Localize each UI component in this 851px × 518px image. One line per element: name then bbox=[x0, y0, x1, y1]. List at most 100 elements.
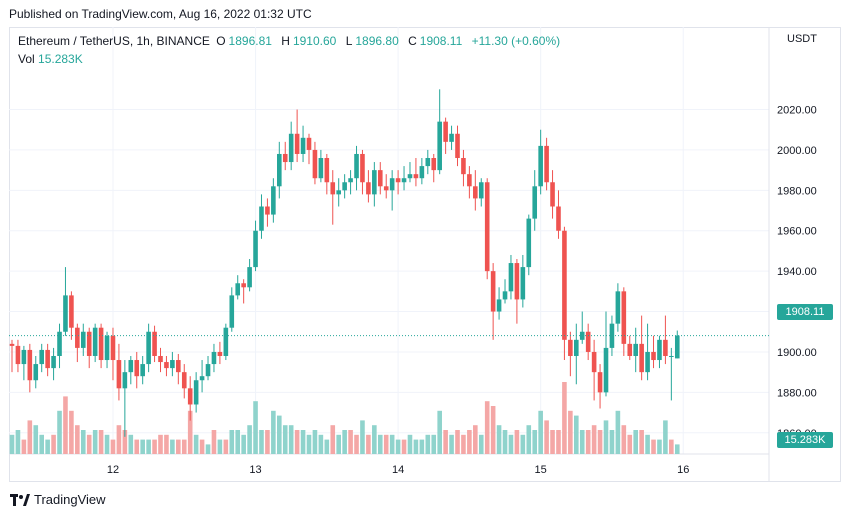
volume-bar bbox=[217, 439, 223, 454]
volume-bar bbox=[223, 439, 229, 454]
candle-body bbox=[490, 271, 496, 312]
volume-bar bbox=[110, 439, 116, 454]
candle-body bbox=[609, 323, 615, 348]
candle-body bbox=[449, 133, 454, 142]
volume-bar bbox=[193, 434, 199, 454]
candle-body bbox=[265, 206, 270, 215]
candle-body bbox=[502, 291, 508, 300]
candle-body bbox=[532, 186, 538, 219]
legend-low: L 1896.80 bbox=[346, 34, 402, 48]
candle-body bbox=[288, 133, 294, 163]
volume-bar bbox=[277, 415, 282, 454]
volume-bar bbox=[532, 430, 538, 454]
candle-body bbox=[377, 170, 383, 187]
legend-symbol[interactable]: Ethereum / TetherUS, 1h, BINANCE bbox=[18, 34, 210, 48]
volume-bar bbox=[80, 430, 86, 454]
candle-body bbox=[110, 335, 116, 361]
candle-body bbox=[98, 327, 104, 361]
volume-bar bbox=[377, 434, 383, 454]
candle-body bbox=[366, 182, 371, 195]
candle-body bbox=[550, 182, 555, 207]
volume-bar bbox=[140, 439, 145, 454]
candle-body bbox=[383, 186, 389, 191]
volume-bar bbox=[449, 434, 454, 454]
volume-bar bbox=[342, 430, 347, 454]
volume-bar bbox=[461, 434, 466, 454]
y-tick-label: 2020.00 bbox=[777, 105, 817, 117]
candle-body bbox=[158, 355, 163, 363]
volume-bar bbox=[431, 434, 437, 454]
volume-bar bbox=[538, 410, 543, 454]
candle-body bbox=[461, 158, 466, 175]
candle-body bbox=[27, 349, 33, 381]
volume-bar bbox=[574, 415, 579, 454]
volume-bar bbox=[15, 430, 21, 454]
volume-bar bbox=[663, 420, 668, 454]
candle-body bbox=[473, 186, 478, 199]
volume-bar bbox=[128, 434, 134, 454]
candle-body bbox=[277, 153, 282, 187]
volume-bar bbox=[75, 425, 80, 454]
volume-bar bbox=[92, 430, 98, 454]
volume-bar bbox=[615, 410, 621, 454]
candle-body bbox=[395, 178, 401, 183]
candle-body bbox=[176, 360, 181, 373]
volume-bar bbox=[205, 444, 211, 454]
candle-body bbox=[134, 360, 140, 377]
candle-body bbox=[45, 349, 50, 369]
candle-body bbox=[104, 335, 110, 361]
volume-bar bbox=[372, 425, 377, 454]
legend-close: C 1908.11 bbox=[408, 34, 465, 48]
candle-body bbox=[170, 360, 175, 369]
legend-change: +11.30 (+0.60%) bbox=[471, 34, 561, 48]
volume-bar bbox=[86, 434, 92, 454]
candle-body bbox=[294, 133, 300, 154]
volume-bar bbox=[116, 425, 122, 454]
currency-label: USDT bbox=[787, 33, 817, 45]
volume-bar bbox=[265, 430, 270, 454]
volume-bar bbox=[187, 410, 193, 454]
volume-bar bbox=[419, 439, 425, 454]
volume-bar bbox=[229, 430, 235, 454]
volume-bar bbox=[288, 425, 294, 454]
volume-bar bbox=[324, 439, 330, 454]
candle-body bbox=[514, 263, 520, 300]
candle-body bbox=[585, 331, 591, 352]
candle-body bbox=[669, 355, 674, 357]
volume-bar bbox=[621, 425, 627, 454]
candle-body bbox=[336, 190, 341, 195]
volume-bar bbox=[490, 406, 496, 454]
candle-body bbox=[75, 327, 80, 348]
candle-body bbox=[51, 355, 56, 369]
volume-bar bbox=[473, 425, 478, 454]
candle-body bbox=[562, 230, 567, 340]
published-note: Published on TradingView.com, Aug 16, 20… bbox=[9, 7, 312, 21]
volume-bar bbox=[508, 434, 514, 454]
volume-bar bbox=[514, 430, 520, 454]
candle-body bbox=[199, 376, 205, 381]
candle-body bbox=[431, 158, 437, 171]
candle-body bbox=[152, 331, 157, 356]
legend-open-label: O bbox=[216, 34, 226, 48]
volume-bar bbox=[282, 425, 288, 454]
candle-body bbox=[526, 218, 532, 268]
volume-bar bbox=[21, 439, 27, 454]
candle-body bbox=[657, 339, 662, 361]
volume-bar bbox=[520, 434, 526, 454]
candle-body bbox=[633, 343, 638, 356]
y-tick-label: 2000.00 bbox=[777, 145, 817, 157]
volume-bar bbox=[69, 410, 74, 454]
price-chart[interactable]: 1860.001880.001900.001920.001940.001960.… bbox=[9, 27, 841, 482]
candle-body bbox=[556, 206, 561, 231]
candle-body bbox=[193, 380, 199, 405]
volume-bar bbox=[336, 434, 341, 454]
volume-bar bbox=[241, 434, 246, 454]
volume-bar bbox=[645, 434, 650, 454]
volume-value: 15.283K bbox=[38, 52, 83, 66]
tradingview-brand[interactable]: TradingView bbox=[10, 492, 106, 507]
volume-bar bbox=[526, 425, 532, 454]
candle-body bbox=[181, 372, 187, 389]
candle-body bbox=[140, 364, 145, 377]
candle-body bbox=[33, 364, 39, 381]
volume-bar bbox=[395, 439, 401, 454]
